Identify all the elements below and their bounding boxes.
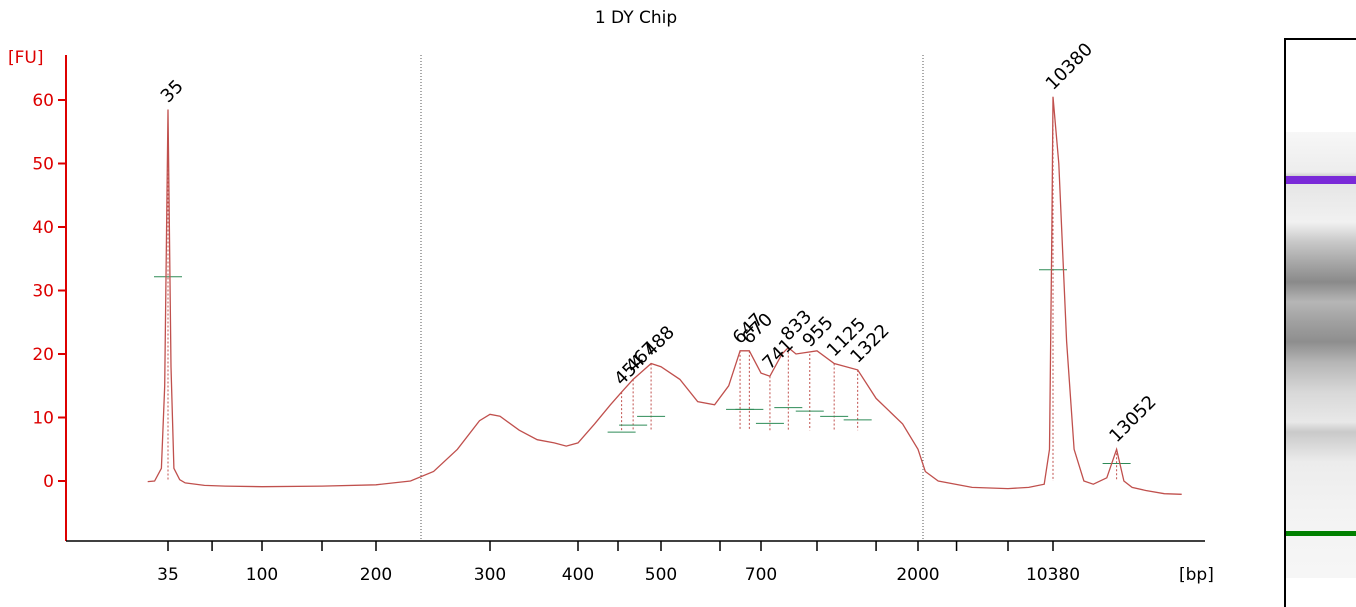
peak-label: 35 <box>157 76 188 107</box>
y-ticks: 0 10 20 30 40 50 60 <box>32 91 66 492</box>
x-ticks: 35 100 200 300 400 500 700 2000 10380 <box>157 541 1080 585</box>
trace-line <box>147 96 1182 495</box>
y-tick-label: 50 <box>32 155 54 175</box>
x-tick-label: 35 <box>157 565 179 585</box>
chart-title: 1 DY Chip <box>595 8 677 28</box>
y-axis-label: [FU] <box>8 48 44 68</box>
x-tick-label: 200 <box>360 565 392 585</box>
y-tick-label: 20 <box>32 345 54 365</box>
x-tick-label: 700 <box>745 565 777 585</box>
gel-lane <box>1286 132 1356 578</box>
peak-label: 13052 <box>1105 391 1160 446</box>
x-axis-label: [bp] <box>1179 565 1214 585</box>
lower-marker-band <box>1286 531 1356 536</box>
x-tick-label: 2000 <box>896 565 939 585</box>
region-markers <box>420 55 924 541</box>
gel-image <box>1284 38 1356 607</box>
x-tick-label: 300 <box>474 565 506 585</box>
x-tick-label: 100 <box>246 565 278 585</box>
x-tick-label: 500 <box>645 565 677 585</box>
peak-label: 10380 <box>1042 39 1097 94</box>
y-tick-label: 40 <box>32 218 54 238</box>
y-tick-label: 30 <box>32 282 54 302</box>
electropherogram-chart: 1 DY Chip [FU] [bp] 0 10 20 30 40 50 60 35 100 2… <box>8 8 1214 585</box>
y-tick-label: 60 <box>32 91 54 111</box>
x-tick-label: 400 <box>562 565 594 585</box>
y-tick-label: 10 <box>32 409 54 429</box>
peak-area-lines <box>154 96 1131 481</box>
y-tick-label: 0 <box>43 472 54 492</box>
trace <box>147 96 1182 495</box>
x-tick-label: 10380 <box>1026 565 1080 585</box>
axes <box>65 55 1205 542</box>
upper-marker-band <box>1286 176 1356 184</box>
